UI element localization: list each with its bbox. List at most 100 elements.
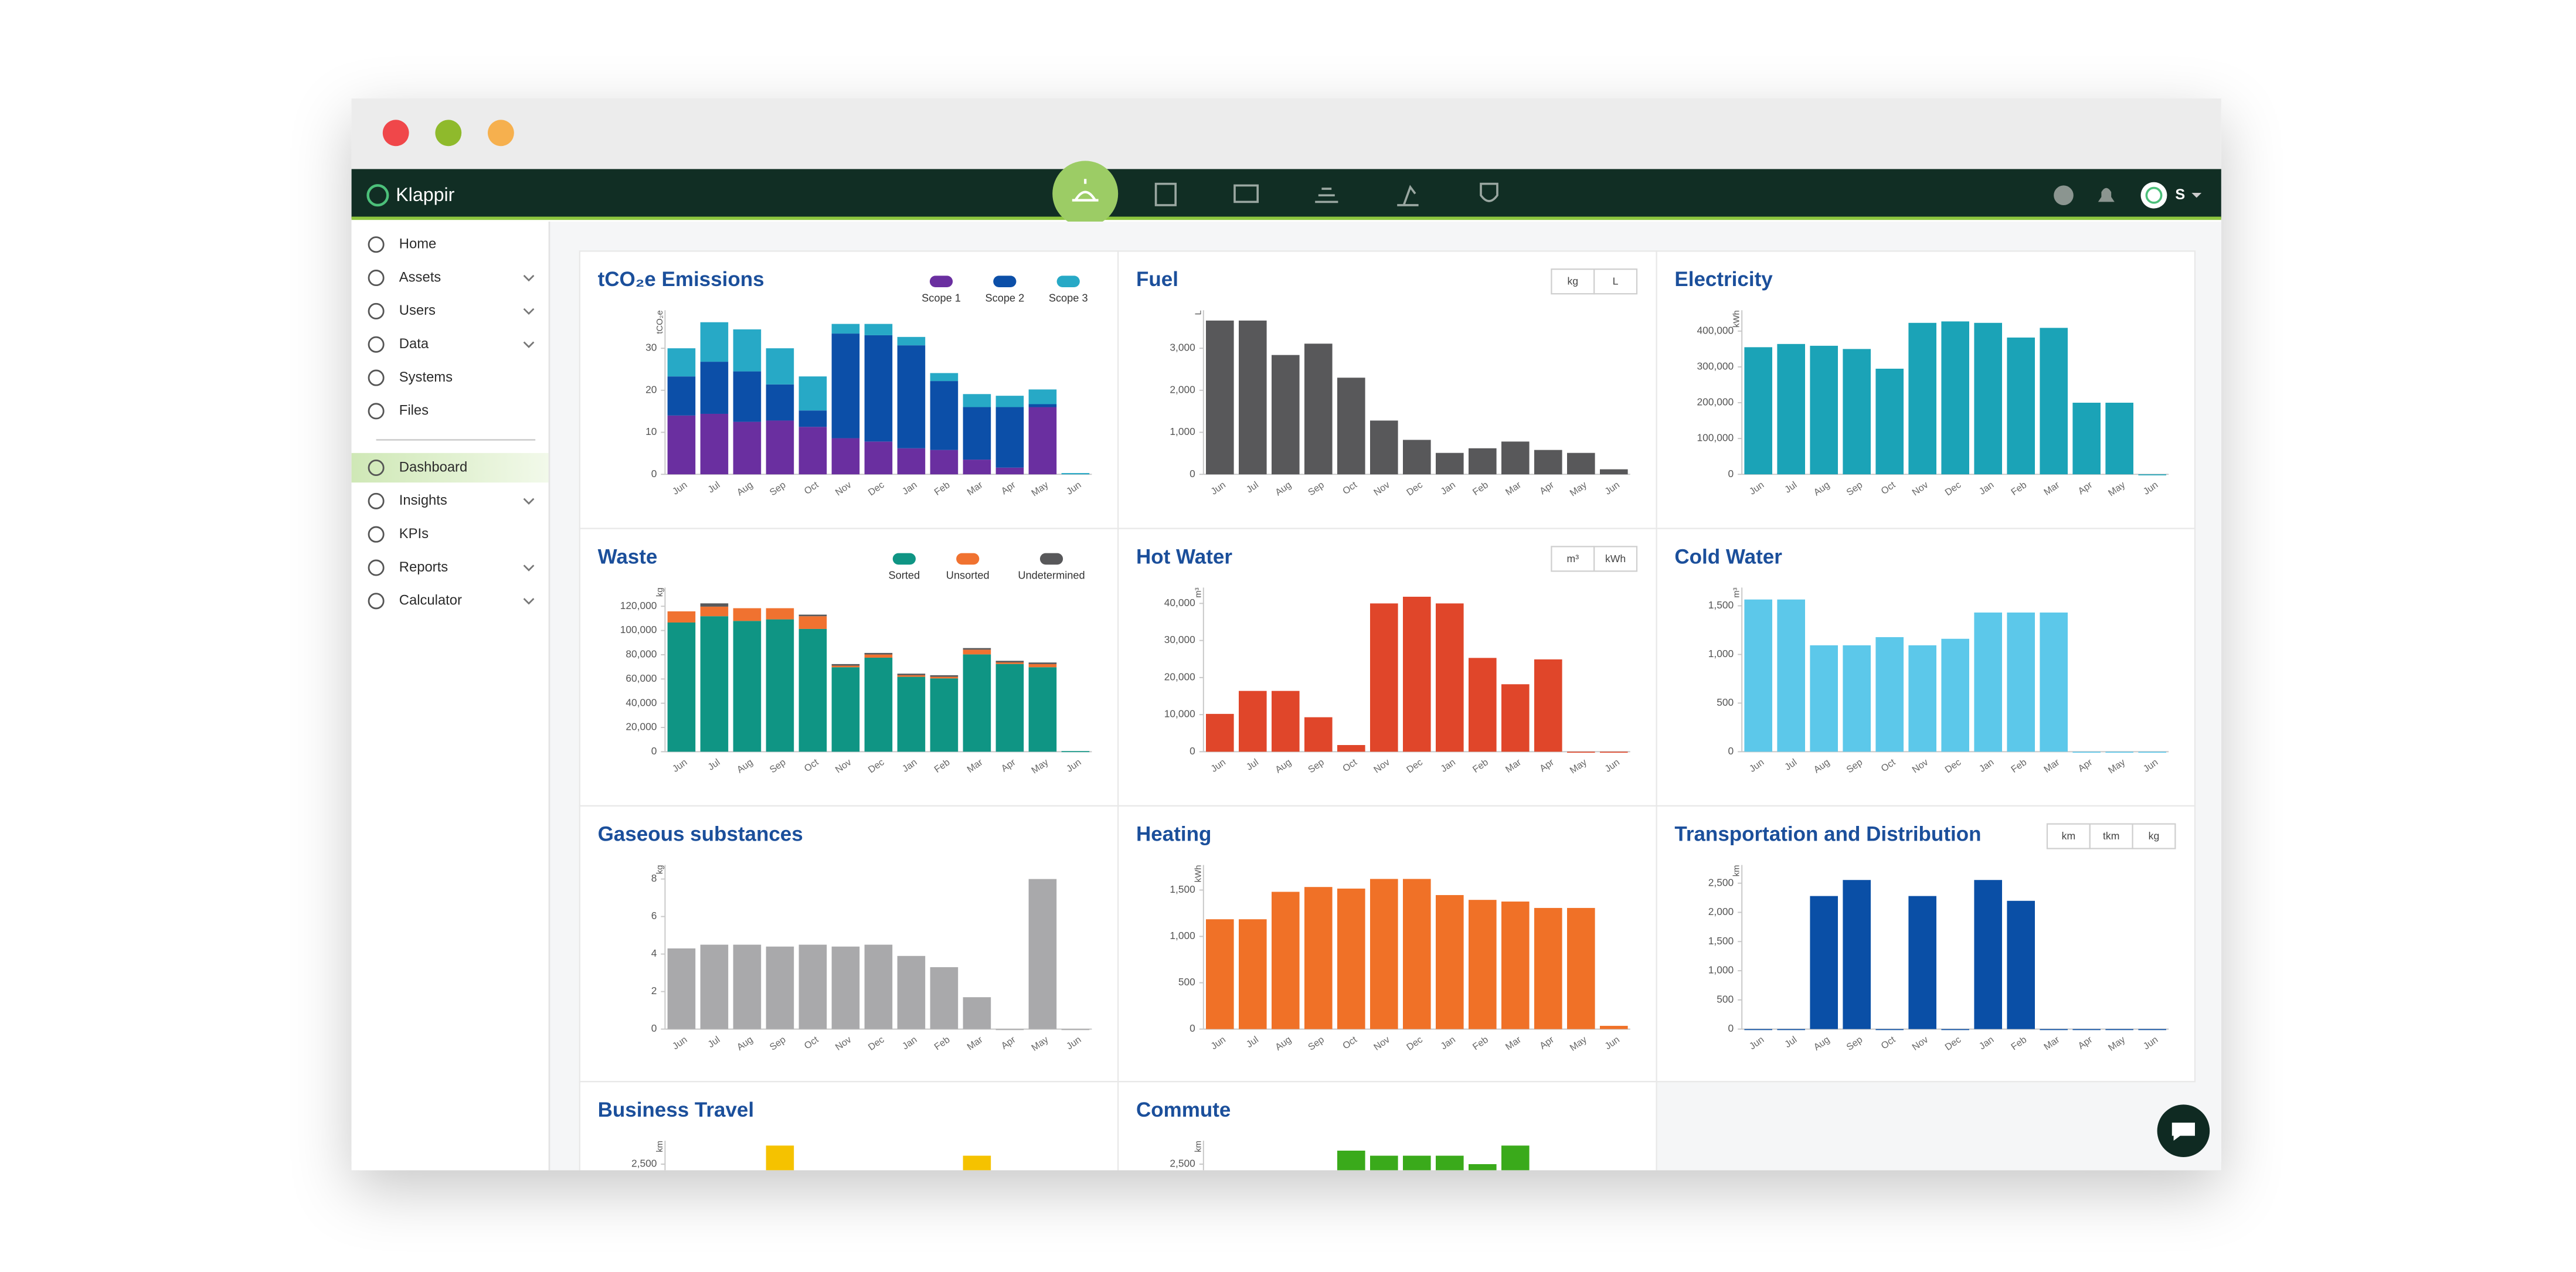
legend-swatch[interactable]: [1039, 553, 1063, 565]
submenu-chevron[interactable]: [523, 308, 535, 315]
submenu-chevron[interactable]: [523, 598, 535, 605]
unit-toggle-label[interactable]: kWh: [1605, 553, 1626, 564]
menu-icon: [368, 336, 385, 353]
navbar-accent: [351, 216, 2221, 220]
nav-icon-shield[interactable]: [1480, 182, 1498, 202]
legend-label[interactable]: Undetermined: [1018, 570, 1085, 581]
unit-toggle-label[interactable]: kg: [2149, 830, 2160, 842]
y-tick-label: 100,000: [620, 624, 657, 635]
menu-item[interactable]: Dashboard: [399, 459, 467, 475]
nav-icon-active[interactable]: [1052, 161, 1119, 227]
submenu-chevron[interactable]: [523, 564, 535, 572]
close-button[interactable]: [382, 120, 409, 147]
bell-icon[interactable]: [2098, 188, 2115, 202]
bar: [1974, 612, 2002, 752]
unit-toggle-label[interactable]: m³: [1567, 553, 1579, 564]
bar: [2138, 1029, 2166, 1030]
bar: [1843, 880, 1871, 1029]
bar: [963, 997, 991, 1029]
menu-item[interactable]: Calculator: [399, 593, 462, 608]
maximize-button[interactable]: [488, 120, 514, 147]
bar: [1744, 599, 1772, 752]
bar: [1501, 1145, 1530, 1171]
avatar[interactable]: [2140, 182, 2167, 209]
minimize-button[interactable]: [435, 120, 462, 147]
unit-toggle-label[interactable]: km: [2062, 830, 2075, 842]
bar: [1908, 322, 1936, 475]
bar: [1337, 1150, 1365, 1171]
panel: [1117, 1081, 1657, 1171]
menu-item[interactable]: Home: [399, 236, 436, 251]
bar-segment: [700, 606, 729, 617]
bar: [1941, 1029, 1969, 1030]
bar-segment: [700, 616, 729, 752]
unit-toggle[interactable]: [1551, 546, 1595, 572]
legend-swatch[interactable]: [1056, 276, 1080, 287]
legend-label[interactable]: Scope 2: [985, 292, 1024, 304]
nav-icon-person[interactable]: [1397, 185, 1419, 206]
submenu-chevron[interactable]: [523, 274, 535, 282]
y-tick-label: 2,500: [631, 1158, 657, 1169]
bar: [1908, 645, 1936, 752]
submenu-chevron[interactable]: [523, 498, 535, 505]
menu-item[interactable]: Insights: [399, 492, 447, 508]
bar: [1436, 1155, 1464, 1171]
panel-title: Transportation and Distribution: [1674, 822, 1981, 845]
bar-segment: [831, 324, 860, 334]
legend-label[interactable]: Sorted: [889, 570, 920, 581]
bar: [2138, 751, 2166, 753]
nav-icon-transport[interactable]: [1233, 184, 1259, 203]
legend-swatch[interactable]: [929, 276, 953, 287]
bar: [1239, 919, 1267, 1029]
y-tick-label: 1,500: [1708, 935, 1734, 947]
help-icon[interactable]: [2054, 185, 2074, 205]
bar: [2040, 328, 2068, 475]
menu-item[interactable]: Assets: [399, 269, 441, 285]
menu-item[interactable]: Files: [399, 403, 429, 419]
bar: [1370, 879, 1398, 1029]
y-tick-label: 1,500: [1170, 883, 1195, 895]
menu-item[interactable]: Reports: [399, 559, 448, 575]
nav-icon-ship[interactable]: [1315, 188, 1338, 203]
menu-item[interactable]: Data: [399, 336, 429, 352]
unit-toggle[interactable]: [1593, 546, 1638, 572]
unit-toggle-label[interactable]: L: [1613, 276, 1619, 287]
bar: [1272, 355, 1300, 475]
legend-swatch[interactable]: [892, 553, 916, 565]
menu-item[interactable]: Users: [399, 302, 436, 318]
bar-segment: [995, 407, 1024, 468]
bar-segment: [733, 371, 762, 422]
submenu-chevron[interactable]: [523, 341, 535, 348]
legend-label[interactable]: Unsorted: [946, 570, 990, 581]
bar-segment: [864, 324, 893, 335]
bar-segment: [798, 427, 827, 475]
nav-icon-buildings[interactable]: [1154, 182, 1177, 206]
bar-segment: [798, 376, 827, 411]
menu-item[interactable]: Systems: [399, 369, 453, 385]
y-axis-unit: m³: [1732, 587, 1742, 597]
bar: [1974, 880, 2002, 1029]
bar: [2105, 403, 2133, 475]
unit-toggle-label[interactable]: tkm: [2103, 830, 2119, 842]
bar: [1875, 368, 1904, 475]
unit-toggle-label[interactable]: kg: [1567, 276, 1578, 287]
menu-item[interactable]: KPIs: [399, 526, 429, 542]
unit-toggle[interactable]: [2132, 823, 2176, 849]
brand[interactable]: Klappir: [396, 184, 454, 205]
legend-label[interactable]: Scope 1: [922, 292, 961, 304]
bar: [2007, 900, 2035, 1029]
y-tick-label: 8: [651, 872, 657, 884]
legend-swatch[interactable]: [956, 553, 980, 565]
bar: [1875, 637, 1904, 752]
bar: [2072, 1029, 2101, 1030]
bar: [1567, 751, 1595, 753]
avatar-caret[interactable]: [2191, 193, 2202, 198]
avatar-initial[interactable]: S: [2175, 186, 2185, 203]
panel-title: Fuel: [1136, 268, 1178, 291]
bar: [1370, 1155, 1398, 1171]
legend-swatch[interactable]: [993, 276, 1017, 287]
legend-label[interactable]: Scope 3: [1049, 292, 1088, 304]
unit-toggle[interactable]: [1593, 268, 1638, 295]
